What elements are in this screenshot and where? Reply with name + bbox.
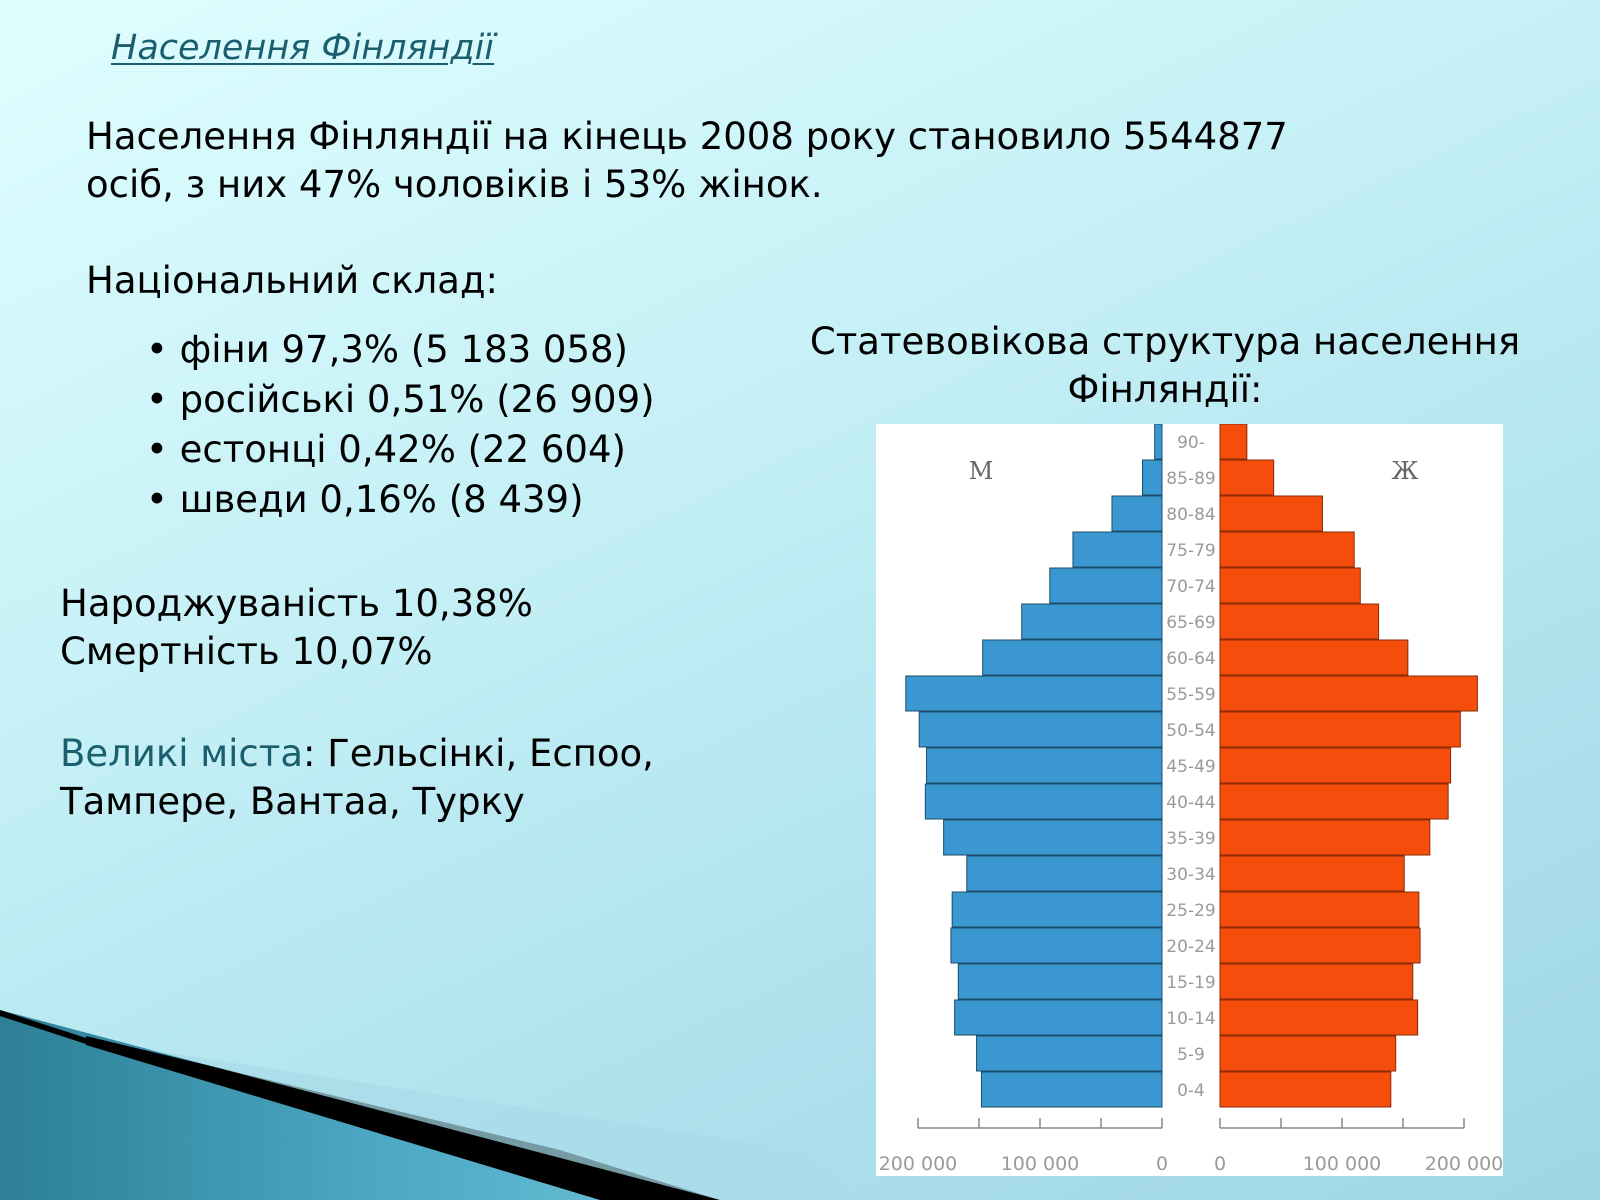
female-bar <box>1219 747 1452 784</box>
age-label: 0-4 <box>1177 1081 1205 1101</box>
population-pyramid-chart: 0-4 5-9 10-14 15-19 20-24 25-29 30-34 35-39 40-4… <box>876 424 1503 1176</box>
legend-female: Ж <box>1392 457 1419 485</box>
male-bar <box>924 783 1163 820</box>
male-bar <box>966 855 1163 892</box>
list-item: шведи 0,16% (8 439) <box>146 475 655 525</box>
age-label: 90- <box>1177 433 1205 453</box>
female-bar <box>1219 855 1405 892</box>
age-label: 80-84 <box>1166 505 1215 525</box>
female-bar <box>1219 675 1478 712</box>
age-label: 20-24 <box>1166 937 1215 957</box>
male-bar <box>982 639 1163 676</box>
female-bar <box>1219 999 1419 1036</box>
nationality-list: фіни 97,3% (5 183 058) російські 0,51% (… <box>146 325 655 525</box>
male-bar <box>1154 424 1163 460</box>
female-bar <box>1219 1071 1392 1108</box>
male-bar <box>1072 531 1163 568</box>
male-bar <box>943 819 1163 856</box>
cities-label: Великі міста <box>60 732 303 775</box>
age-label: 60-64 <box>1166 649 1215 669</box>
male-bar <box>926 747 1163 784</box>
nationality-heading: Національний склад: <box>86 259 499 302</box>
female-bar <box>1219 891 1420 928</box>
rates-block: Народжуваність 10,38% Смертність 10,07% <box>60 580 533 676</box>
x-tick-label: 100 000 <box>1303 1153 1382 1175</box>
x-tick-label: 0 <box>1156 1153 1168 1175</box>
female-bar <box>1219 603 1380 640</box>
cities-block: Великі міста: Гельсінкі, Еспоо, Тампере,… <box>60 730 760 826</box>
female-bar <box>1219 927 1421 964</box>
female-bar <box>1219 459 1275 496</box>
age-label: 65-69 <box>1166 613 1215 633</box>
male-bar <box>954 999 1163 1036</box>
female-bar <box>1219 1035 1397 1072</box>
female-bar <box>1219 819 1431 856</box>
female-bar <box>1219 711 1461 748</box>
male-bar <box>980 1071 1163 1108</box>
age-label: 75-79 <box>1166 541 1215 561</box>
male-bar <box>957 963 1163 1000</box>
age-label: 5-9 <box>1177 1045 1205 1065</box>
age-label: 50-54 <box>1166 721 1215 741</box>
male-bar <box>918 711 1163 748</box>
female-bar <box>1219 639 1409 676</box>
x-tick-label: 200 000 <box>1425 1153 1503 1175</box>
x-tick-label: 200 000 <box>879 1153 958 1175</box>
female-bar <box>1219 424 1248 460</box>
male-bar <box>1021 603 1163 640</box>
age-label: 45-49 <box>1166 757 1215 777</box>
age-label: 10-14 <box>1166 1009 1215 1029</box>
age-label: 25-29 <box>1166 901 1215 921</box>
death-rate: Смертність 10,07% <box>60 630 433 673</box>
cities-list: : Гельсінкі, Еспоо, Тампере, Вантаа, Тур… <box>60 732 654 823</box>
male-bar <box>951 891 1163 928</box>
age-label: 70-74 <box>1166 577 1215 597</box>
list-item: російські 0,51% (26 909) <box>146 375 655 425</box>
age-label: 55-59 <box>1166 685 1215 705</box>
male-bar <box>950 927 1163 964</box>
female-bar <box>1219 567 1361 604</box>
pyramid-svg: 0-4 5-9 10-14 15-19 20-24 25-29 30-34 35-39 40-4… <box>879 424 1503 1175</box>
legend-male: М <box>969 457 994 485</box>
female-bar <box>1219 531 1355 568</box>
x-tick-label: 0 <box>1214 1153 1226 1175</box>
age-label: 35-39 <box>1166 829 1215 849</box>
female-bar <box>1219 495 1323 532</box>
male-bar <box>1111 495 1163 532</box>
male-bar <box>905 675 1163 712</box>
slide-title: Населення Фінляндії <box>111 28 495 68</box>
male-bar <box>1141 459 1163 496</box>
age-label: 40-44 <box>1166 793 1215 813</box>
female-bar <box>1219 963 1414 1000</box>
list-item: фіни 97,3% (5 183 058) <box>146 325 655 375</box>
list-item: естонці 0,42% (22 604) <box>146 425 655 475</box>
male-bar <box>976 1035 1163 1072</box>
birth-rate: Народжуваність 10,38% <box>60 582 533 625</box>
male-bar <box>1049 567 1163 604</box>
chart-title: Статевовікова структура населення Фінлян… <box>809 320 1521 411</box>
age-label: 85-89 <box>1166 469 1215 489</box>
age-label: 15-19 <box>1166 973 1215 993</box>
age-label: 30-34 <box>1166 865 1215 885</box>
female-bar <box>1219 783 1449 820</box>
x-tick-label: 100 000 <box>1001 1153 1080 1175</box>
population-summary: Населення Фінляндії на кінець 2008 року … <box>86 115 1288 206</box>
